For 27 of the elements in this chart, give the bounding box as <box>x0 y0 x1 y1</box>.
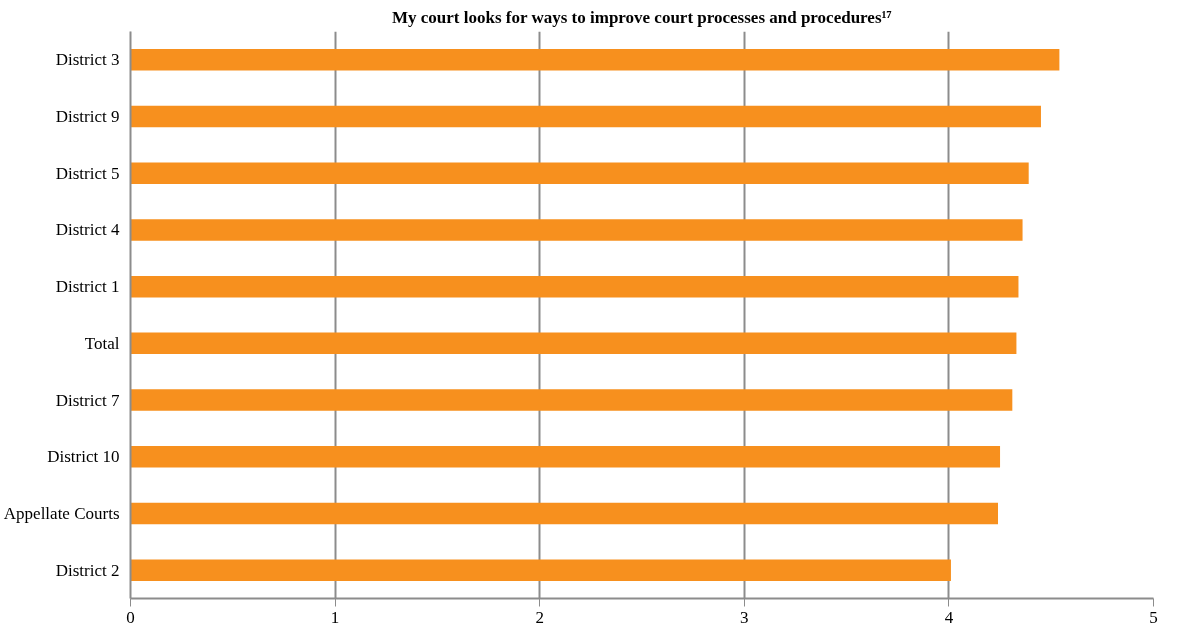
y-tick-label: District 9 <box>55 107 120 127</box>
y-tick-label: District 5 <box>55 163 120 183</box>
chart-title: My court looks for ways to improve court processes and procedures¹⁷ <box>392 7 892 27</box>
y-tick-label: District 3 <box>55 50 120 70</box>
y-tick-label: District 7 <box>55 390 120 410</box>
x-tick-label: 3 <box>740 607 749 627</box>
x-tick-label: 2 <box>535 607 544 627</box>
y-tick-label: District 2 <box>55 560 120 580</box>
bar <box>130 502 998 525</box>
bar <box>130 445 1001 468</box>
y-tick-label: Appellate Courts <box>3 503 120 523</box>
bar <box>130 219 1023 241</box>
bar <box>130 275 1019 298</box>
y-tick-label: District 1 <box>55 277 120 297</box>
x-tick-label: 0 <box>126 607 135 627</box>
y-tick-label: District 4 <box>55 220 120 240</box>
bar <box>130 49 1060 71</box>
x-tick-label: 4 <box>944 607 954 627</box>
bar <box>130 162 1029 185</box>
bar <box>130 389 1013 411</box>
bar <box>130 559 951 581</box>
x-tick-label: 5 <box>1149 607 1158 627</box>
bar <box>130 332 1017 355</box>
y-tick-label: District 10 <box>47 447 120 467</box>
bar <box>130 105 1041 128</box>
y-tick-label: Total <box>84 333 120 353</box>
x-tick-label: 1 <box>330 607 340 627</box>
